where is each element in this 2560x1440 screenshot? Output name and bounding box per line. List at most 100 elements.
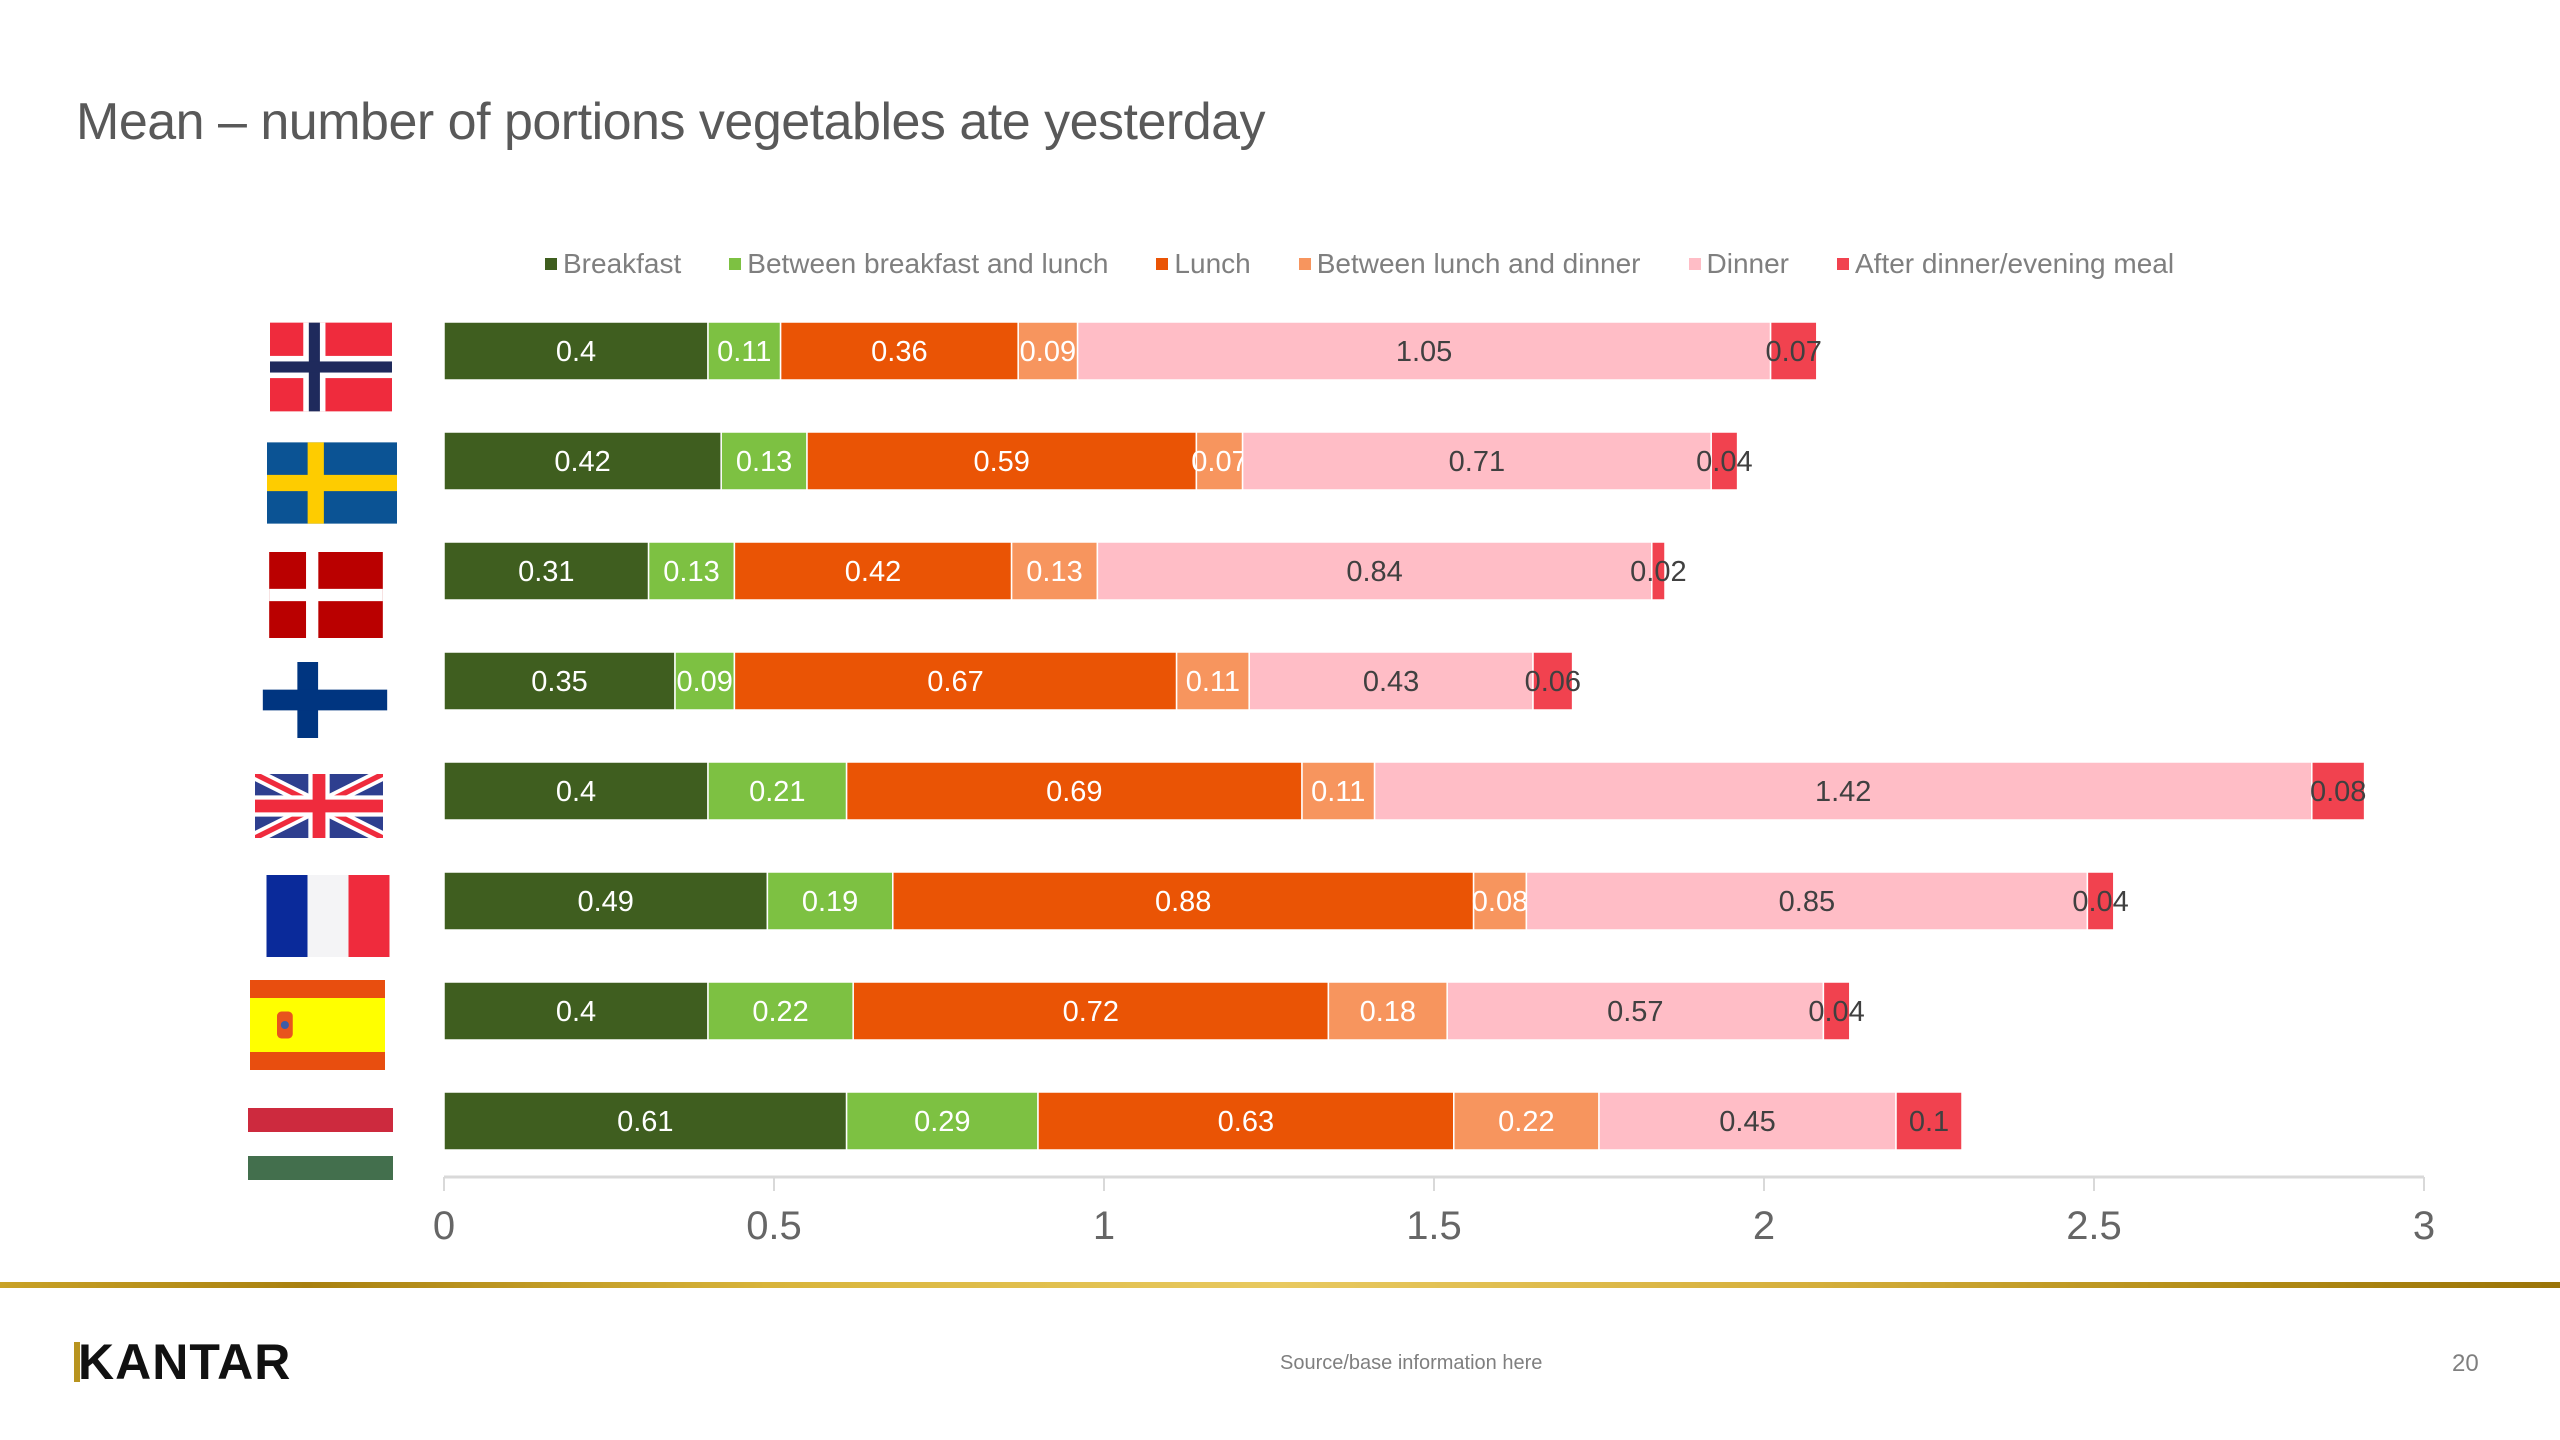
legend-swatch [1156,258,1169,270]
legend-swatch [1298,258,1311,270]
data-label: 0.43 [1363,666,1419,698]
x-tick-label: 1 [1093,1204,1115,1248]
data-label: 0.07 [1191,446,1247,478]
data-label: 0.36 [871,336,927,368]
legend-item: After dinner/evening meal [1837,248,2174,280]
legend-swatch [1688,258,1701,270]
data-label: 0.06 [1525,666,1581,698]
data-label: 0.57 [1607,996,1663,1028]
flag-finland-icon [262,662,388,738]
data-label: 0.31 [518,556,574,588]
bar-segment [852,981,1330,1041]
bar-segment [1710,431,1739,491]
flag-france-icon [266,875,390,957]
data-label: 0.45 [1719,1106,1775,1138]
data-label: 0.04 [1808,996,1864,1028]
bar-segment [1453,1091,1600,1151]
flag-spain-icon [250,980,385,1070]
bar-segment [443,651,676,711]
legend-label: Lunch [1174,248,1251,279]
legend-item: Breakfast [545,248,681,280]
bar-segment [892,871,1475,931]
x-tick-label: 2 [1753,1204,1775,1248]
logo-text: KANTAR [78,1334,292,1390]
bar-segment [1532,651,1574,711]
flag-norway-icon [270,322,392,412]
data-label: 0.07 [1765,336,1821,368]
legend-swatch [1837,258,1849,270]
bar-segment [443,1091,848,1151]
bar-segment [2086,871,2115,931]
data-label: 0.4 [556,996,596,1028]
bar-segment [1175,651,1250,711]
data-label: 1.05 [1396,336,1452,368]
bar-segment [1248,651,1534,711]
data-label: 0.13 [1026,556,1082,588]
data-label: 0.29 [914,1106,970,1138]
source-note: Source/base information here [1280,1352,1543,1374]
slide-title: Mean – number of portions vegetables ate… [76,93,1266,151]
bar-segment [1769,321,1818,381]
bar-segment [766,871,894,931]
stacked-bar-chart: 0.4 0.11 0.36 0.09 1.05 0.070.42 0.13 0.59 0.07 0… [433,321,2435,1248]
bar-segment [707,761,848,821]
bar-segment [845,1091,1039,1151]
bar-segment [2311,761,2366,821]
data-label: 0.42 [554,446,610,478]
data-label: 0.59 [973,446,1029,478]
data-label: 0.61 [617,1106,673,1138]
bar-segment [733,651,1178,711]
data-label: 0.21 [749,776,805,808]
data-label: 0.18 [1360,996,1416,1028]
legend-item: Between breakfast and lunch [729,248,1108,280]
data-label: 0.22 [1498,1106,1554,1138]
bar-segment [1195,431,1244,491]
bar-segment [733,541,1013,601]
data-label: 0.04 [1696,446,1752,478]
data-label: 0.85 [1779,886,1835,918]
bar-segment [647,541,736,601]
bar-segment [1446,981,1825,1041]
data-label: 0.42 [845,556,901,588]
bar-segment [1076,321,1772,381]
x-tick-label: 0.5 [746,1204,802,1248]
data-label: 0.69 [1046,776,1102,808]
bar-segment [1010,541,1099,601]
data-label: 0.49 [577,886,633,918]
data-label: 0.67 [927,666,983,698]
bar-segment [443,981,709,1041]
x-tick-label: 2.5 [2066,1204,2122,1248]
data-label: 0.02 [1630,556,1686,588]
bar-segment [443,541,650,601]
data-label: 0.13 [663,556,719,588]
x-tick-label: 1.5 [1406,1204,1462,1248]
legend-item: Lunch [1156,248,1251,280]
data-label: 1.42 [1815,776,1871,808]
bar-segment [1241,431,1712,491]
legend-label: Breakfast [563,248,682,279]
legend-item: Dinner [1688,248,1789,280]
data-label: 0.11 [1186,666,1240,698]
data-label: 0.22 [752,996,808,1028]
data-label: 0.72 [1063,996,1119,1028]
chart-legend: Breakfast Between breakfast and lunch Lunc… [545,248,2222,280]
flag-hungary-icon [248,1108,393,1180]
flag-denmark-icon [269,552,383,638]
data-label: 0.1 [1909,1106,1949,1138]
data-label: 0.04 [2072,886,2128,918]
bar-segment [707,981,854,1041]
logo-accent-bar [74,1342,80,1382]
data-label: 0.13 [736,446,792,478]
legend-label: Dinner [1706,248,1789,279]
bar-segment [1037,1091,1455,1151]
bar-segment [1895,1091,1963,1151]
data-label: 0.11 [717,336,771,368]
bar-segment [1301,761,1376,821]
legend-label: Between breakfast and lunch [747,248,1109,279]
x-tick-label: 0 [433,1204,455,1248]
kantar-logo: KANTAR [74,1333,291,1391]
bar-segment [1096,541,1653,601]
bar-segment [1327,981,1448,1041]
data-label: 0.71 [1449,446,1505,478]
bar-segment [845,761,1303,821]
